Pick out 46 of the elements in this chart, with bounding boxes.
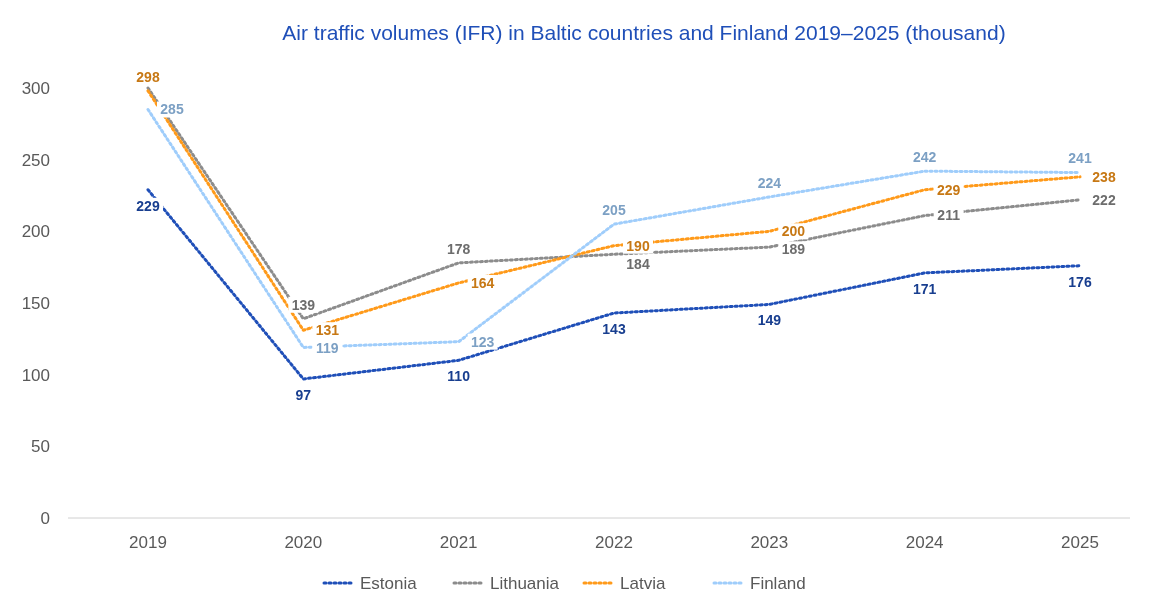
data-label: 110 <box>447 368 471 385</box>
data-label: 238 <box>1092 168 1116 185</box>
x-tick-label: 2020 <box>284 533 323 552</box>
x-tick-label: 2023 <box>750 533 789 552</box>
data-label: 285 <box>160 101 184 118</box>
data-label: 205 <box>602 202 626 219</box>
data-label: 211 <box>937 207 961 224</box>
x-tick-label: 2025 <box>1061 533 1099 552</box>
data-label: 229 <box>136 197 160 214</box>
data-label: 143 <box>602 320 626 337</box>
data-label: 178 <box>446 240 471 257</box>
legend-label: Latvia <box>620 573 666 593</box>
y-tick-label: 0 <box>40 508 50 528</box>
y-tick-label: 300 <box>21 78 50 98</box>
data-label: 241 <box>1068 150 1092 167</box>
data-label: 224 <box>757 174 782 191</box>
data-label: 222 <box>1092 191 1116 208</box>
y-tick-label: 200 <box>21 222 50 242</box>
data-label: 189 <box>781 241 806 258</box>
x-tick-label: 2021 <box>439 533 478 552</box>
data-label: 164 <box>470 274 495 291</box>
data-label: 97 <box>295 386 312 403</box>
legend-label: Finland <box>750 573 806 593</box>
y-tick-label: 150 <box>21 293 50 313</box>
data-label: 123 <box>470 333 495 350</box>
x-tick-label: 2019 <box>129 533 167 552</box>
data-label: 298 <box>136 68 160 85</box>
legend-label: Estonia <box>360 573 418 593</box>
x-tick-label: 2024 <box>905 533 944 552</box>
data-label: 119 <box>316 340 339 357</box>
data-label: 131 <box>315 322 340 339</box>
legend-label: Lithuania <box>490 573 560 593</box>
data-label: 149 <box>757 312 782 329</box>
y-tick-label: 50 <box>31 437 50 457</box>
y-tick-label: 250 <box>21 150 50 170</box>
data-label: 184 <box>626 255 650 272</box>
data-label: 200 <box>781 223 806 240</box>
data-label: 242 <box>912 149 937 166</box>
y-tick-label: 100 <box>21 365 50 385</box>
x-tick-label: 2022 <box>595 533 633 552</box>
data-label: 176 <box>1068 273 1092 290</box>
data-label: 139 <box>291 296 316 313</box>
data-label: 190 <box>626 237 650 254</box>
data-label: 229 <box>936 181 961 198</box>
chart-title: Air traffic volumes (IFR) in Baltic countries and Finland 2019–2025 (thousand) <box>282 21 1006 44</box>
data-label: 171 <box>912 280 937 297</box>
